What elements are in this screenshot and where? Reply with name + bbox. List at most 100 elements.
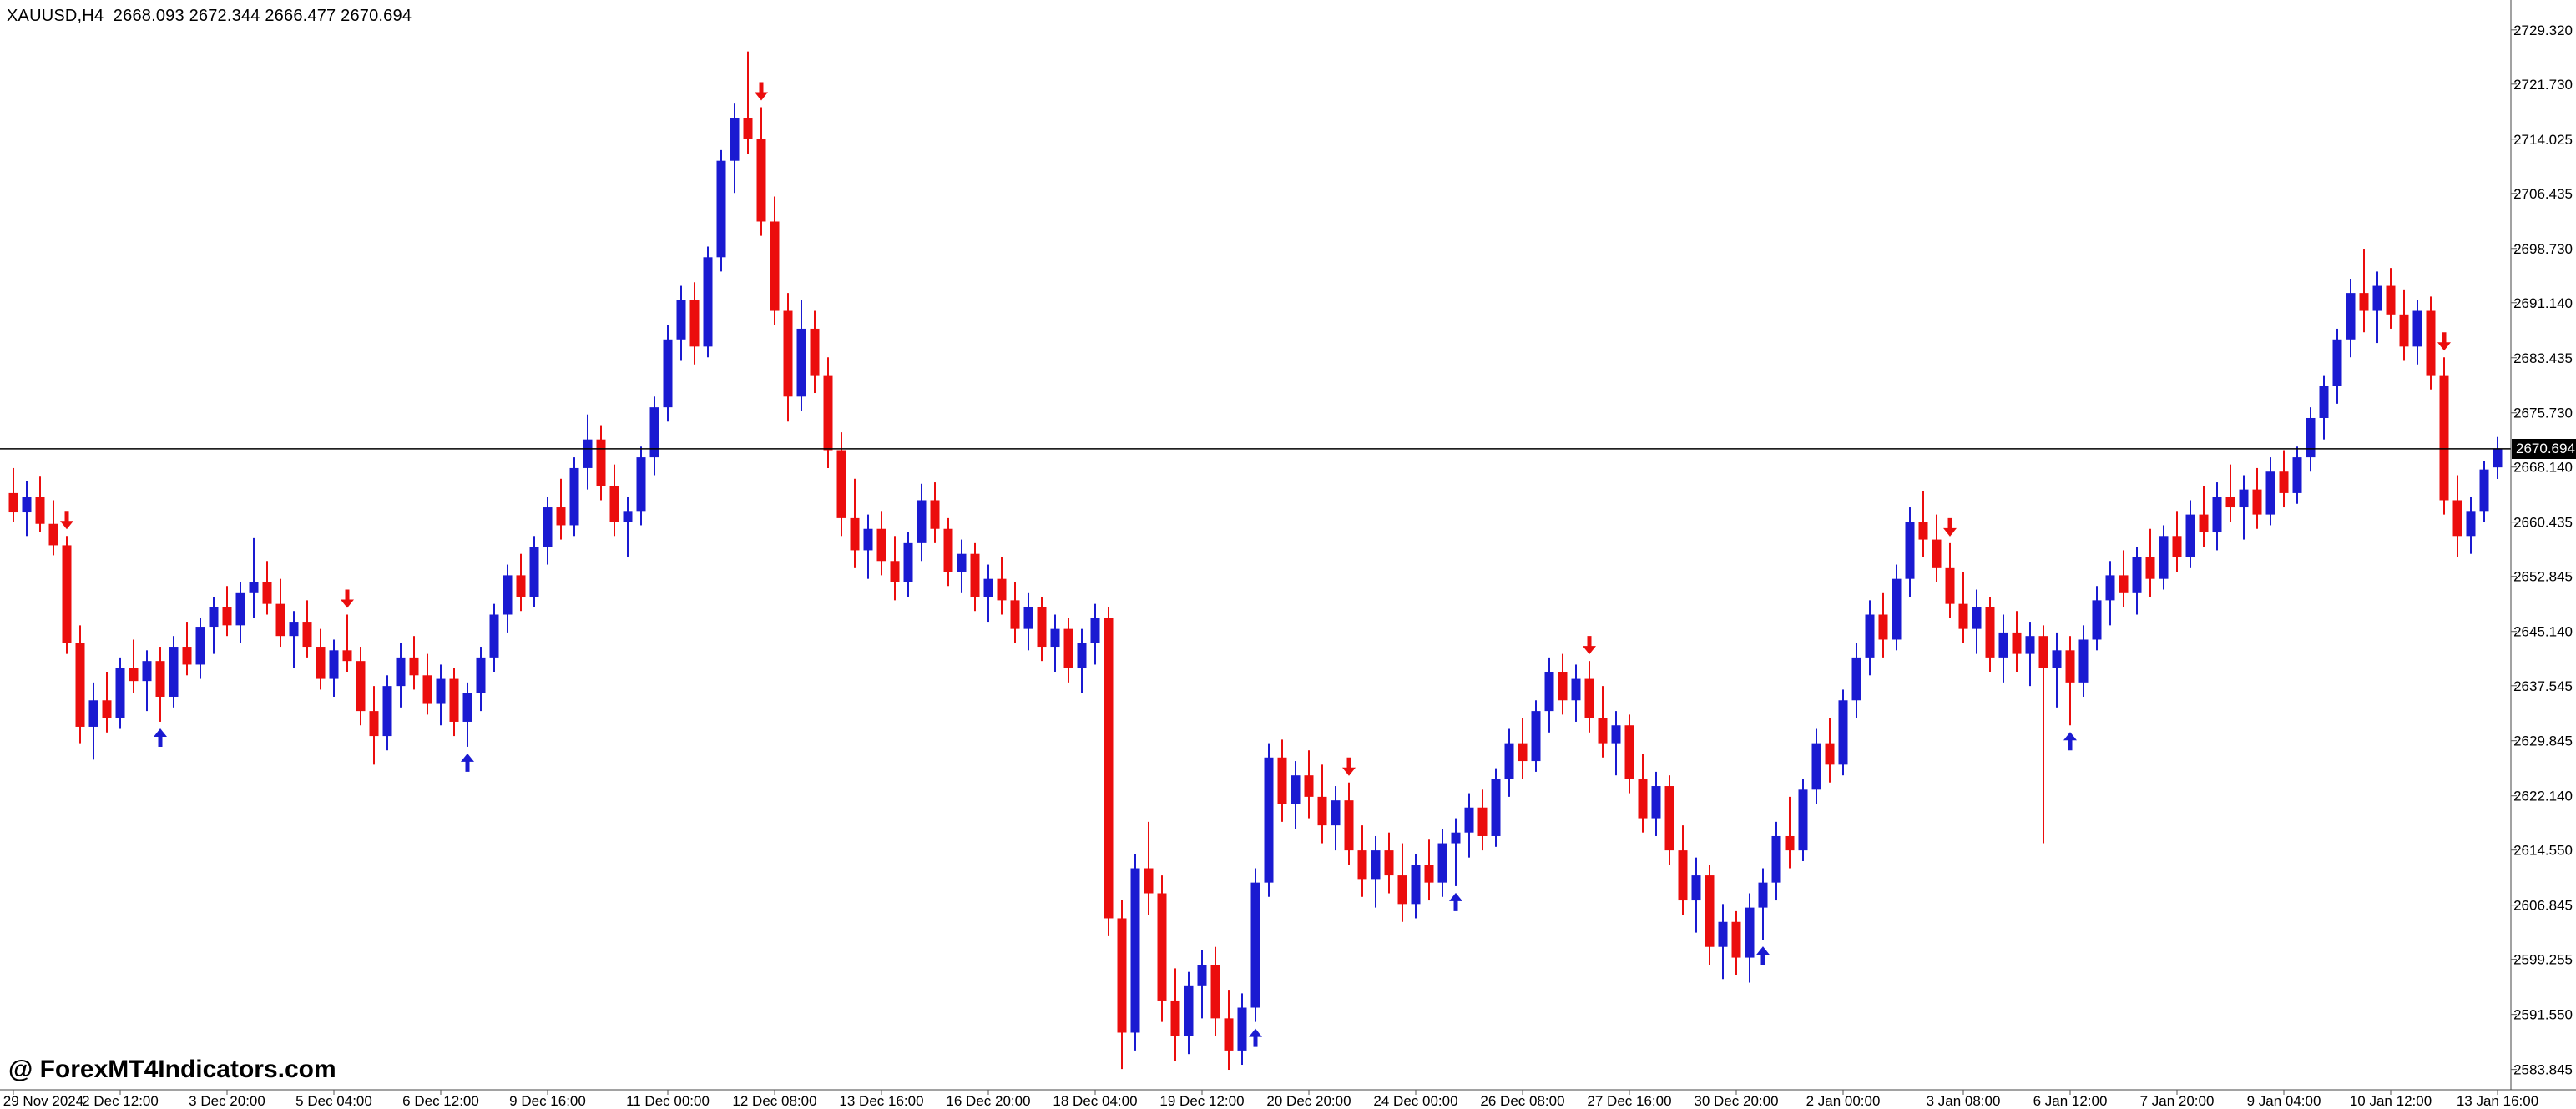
- bull-candle-body: [2078, 639, 2089, 683]
- bear-candle-body: [1170, 1000, 1180, 1036]
- bull-candle-body: [1437, 843, 1447, 883]
- bull-candle-body: [1464, 807, 1474, 833]
- bear-candle-body: [2439, 375, 2449, 501]
- price-axis-label: 2622.140: [2513, 789, 2573, 804]
- bear-candle-body: [1825, 743, 1835, 765]
- bull-candle-body: [2412, 310, 2422, 347]
- bear-candle-body: [2145, 557, 2155, 579]
- bull-candle-body: [2479, 469, 2489, 512]
- bear-candle-body: [997, 578, 1007, 601]
- bear-candle-body: [1224, 1018, 1234, 1051]
- price-axis-label: 2706.435: [2513, 186, 2573, 202]
- bear-candle-body: [302, 622, 312, 648]
- bear-candle-body: [743, 118, 753, 139]
- bull-candle-body: [1838, 700, 1848, 765]
- bull-candle-body: [1250, 882, 1260, 1008]
- bull-candle-body: [209, 607, 219, 628]
- bear-candle-body: [1357, 850, 1367, 880]
- bull-candle-body: [569, 467, 579, 526]
- time-axis-label: 6 Jan 12:00: [2033, 1093, 2108, 1109]
- bear-candle-body: [2399, 314, 2409, 347]
- bear-candle-body: [850, 517, 860, 551]
- bear-candle-body: [62, 545, 72, 643]
- bull-candle-body: [703, 257, 713, 347]
- bear-candle-body: [2038, 636, 2048, 668]
- sell-arrow-icon: [1943, 517, 1957, 537]
- bear-candle-body: [823, 375, 833, 451]
- bear-candle-body: [1918, 522, 1928, 540]
- time-axis-label: 5 Dec 04:00: [295, 1093, 372, 1109]
- bull-candle-body: [583, 439, 593, 468]
- bear-candle-body: [182, 647, 192, 665]
- bull-candle-body: [1544, 672, 1554, 712]
- bear-candle-body: [1518, 743, 1528, 762]
- symbol-quote-title: XAUUSD,H4 2668.093 2672.344 2666.477 267…: [7, 7, 412, 26]
- bull-candle-body: [235, 592, 245, 626]
- bear-candle-body: [2065, 650, 2075, 683]
- price-axis-label: 2637.545: [2513, 678, 2573, 694]
- bear-candle-body: [2012, 632, 2022, 654]
- bull-candle-body: [1264, 757, 1274, 883]
- time-axis-label: 27 Dec 16:00: [1587, 1093, 1671, 1109]
- buy-arrow-icon: [461, 753, 474, 772]
- time-axis-label: 3 Jan 08:00: [1927, 1093, 2001, 1109]
- bear-candle-body: [2279, 471, 2289, 493]
- bear-candle-body: [129, 668, 139, 682]
- bear-candle-body: [356, 661, 366, 712]
- bear-candle-body: [756, 139, 766, 222]
- bear-candle-body: [1932, 539, 1942, 568]
- bull-candle-body: [957, 553, 967, 572]
- bull-candle-body: [1371, 850, 1381, 880]
- bull-candle-body: [436, 678, 446, 704]
- bull-candle-body: [529, 547, 539, 597]
- bear-candle-body: [222, 607, 232, 626]
- bull-candle-body: [730, 118, 740, 161]
- bear-candle-body: [2426, 310, 2436, 376]
- bull-candle-body: [676, 300, 686, 340]
- bear-candle-body: [1558, 672, 1568, 701]
- bull-candle-body: [1197, 965, 1207, 986]
- bear-candle-body: [1210, 965, 1220, 1019]
- bear-candle-body: [556, 507, 566, 526]
- bull-candle-body: [249, 582, 259, 593]
- bull-candle-body: [1811, 743, 1821, 790]
- bear-candle-body: [1678, 850, 1688, 901]
- bear-candle-body: [1624, 725, 1634, 779]
- time-axis-label: 10 Jan 12:00: [2350, 1093, 2432, 1109]
- price-axis-label: 2583.845: [2513, 1062, 2573, 1078]
- bear-candle-body: [2386, 285, 2396, 315]
- bull-candle-body: [1130, 868, 1140, 1033]
- bull-candle-body: [1651, 786, 1661, 819]
- bull-candle-body: [1718, 921, 1728, 947]
- sell-arrow-icon: [60, 511, 73, 530]
- bull-candle-body: [636, 457, 646, 512]
- bull-candle-body: [2319, 386, 2329, 418]
- price-axis-label: 2675.730: [2513, 406, 2573, 421]
- time-axis-label: 3 Dec 20:00: [189, 1093, 265, 1109]
- bear-candle-body: [2359, 293, 2369, 311]
- time-axis-label: 30 Dec 20:00: [1694, 1093, 1778, 1109]
- bear-candle-body: [409, 657, 419, 676]
- bull-candle-body: [489, 614, 499, 658]
- bear-candle-body: [1384, 850, 1394, 876]
- bear-candle-body: [1705, 875, 1715, 947]
- price-axis-label: 2721.730: [2513, 77, 2573, 93]
- bear-candle-body: [2172, 536, 2182, 557]
- bull-candle-body: [716, 160, 726, 258]
- buy-arrow-icon: [154, 728, 167, 747]
- price-axis-label: 2591.550: [2513, 1007, 2573, 1023]
- bull-candle-body: [382, 686, 392, 737]
- time-axis-label: 6 Dec 12:00: [402, 1093, 479, 1109]
- time-axis-label: 29 Nov 2024: [3, 1093, 83, 1109]
- time-axis-label: 24 Dec 00:00: [1373, 1093, 1457, 1109]
- bear-candle-body: [890, 561, 900, 582]
- bull-candle-body: [476, 657, 486, 693]
- bear-candle-body: [1277, 757, 1287, 804]
- bear-candle-body: [1010, 600, 1020, 629]
- price-axis-label: 2714.025: [2513, 132, 2573, 148]
- bear-candle-body: [275, 603, 285, 637]
- price-axis-label: 2614.550: [2513, 843, 2573, 859]
- bull-candle-body: [2105, 575, 2115, 601]
